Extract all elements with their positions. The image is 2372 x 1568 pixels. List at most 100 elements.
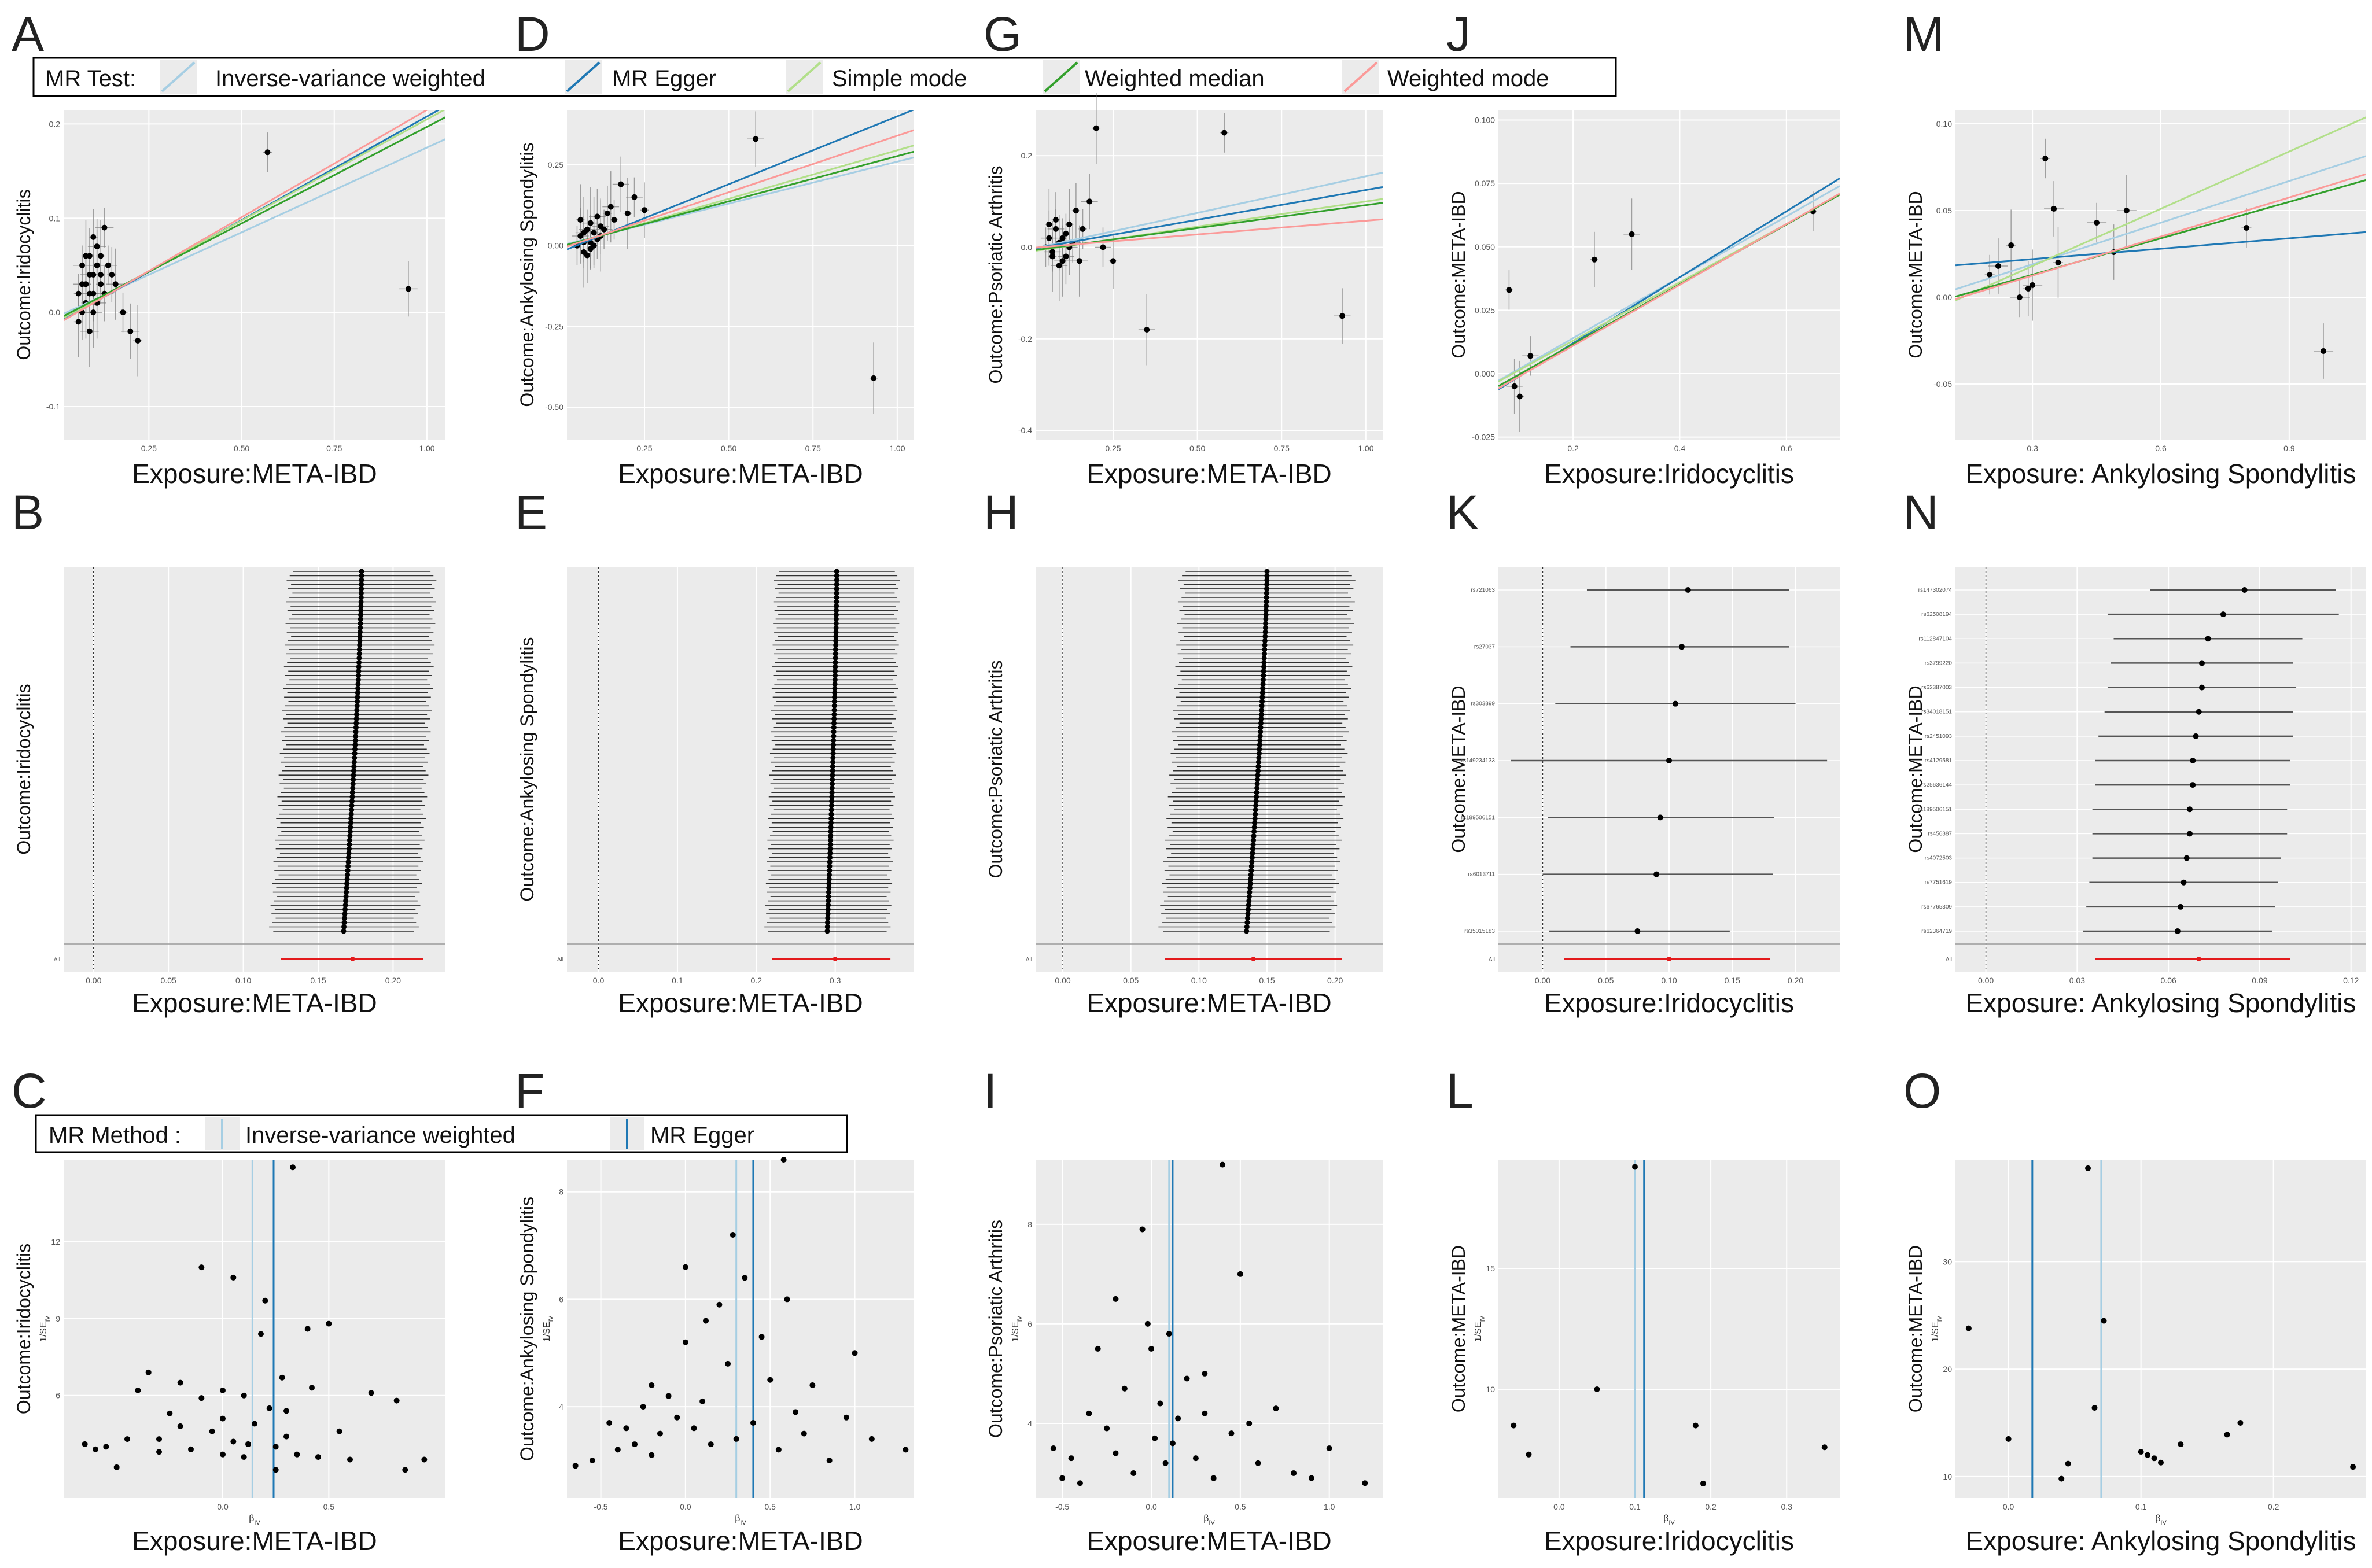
data-point bbox=[703, 1318, 709, 1324]
snp-label: rs7751619 bbox=[1925, 880, 1953, 886]
snp-estimate-point bbox=[1264, 581, 1270, 587]
data-point bbox=[2224, 1432, 2230, 1438]
plot-background bbox=[1955, 1160, 2366, 1498]
snp-estimate-point bbox=[1255, 777, 1261, 783]
snp-estimate-point bbox=[355, 681, 361, 687]
snp-estimate-point bbox=[1264, 573, 1270, 578]
data-point bbox=[156, 1449, 162, 1455]
chart-panel-E: E Exposure:META-IBD Outcome:Ankylosing Spo… bbox=[515, 485, 914, 1018]
legend-label: Weighted mode bbox=[1387, 66, 1549, 91]
snp-label: rs4072503 bbox=[1925, 855, 1953, 862]
data-point bbox=[1632, 1164, 1638, 1170]
snp-estimate-point bbox=[1260, 681, 1266, 687]
data-point bbox=[1068, 1455, 1074, 1462]
x-tick-label: 0.50 bbox=[234, 444, 249, 453]
snp-estimate-point bbox=[344, 881, 350, 887]
legend-line-swatch bbox=[1044, 61, 1078, 93]
snp-estimate-point bbox=[1262, 647, 1268, 652]
data-point bbox=[1080, 226, 1086, 232]
x-tick-label: 0.05 bbox=[1123, 976, 1139, 985]
data-point bbox=[1516, 393, 1523, 400]
snp-estimate-point bbox=[350, 785, 356, 791]
legend-label: Inverse-variance weighted bbox=[245, 1123, 515, 1148]
snp-estimate-point bbox=[358, 612, 363, 618]
x-tick-label: 0.75 bbox=[326, 444, 342, 453]
snp-estimate-point bbox=[1653, 871, 1660, 877]
data-point bbox=[1104, 1425, 1110, 1432]
data-point bbox=[1192, 1455, 1199, 1462]
snp-label: rs25636144 bbox=[1921, 782, 1952, 788]
overall-label: All bbox=[557, 957, 563, 963]
x-axis-label: Exposure:META-IBD bbox=[1086, 1526, 1331, 1556]
data-point bbox=[2350, 1464, 2356, 1470]
x-tick-label: 0.00 bbox=[86, 976, 101, 985]
funnel-x-axis-title: βIV bbox=[249, 1514, 260, 1526]
snp-estimate-point bbox=[1247, 881, 1253, 887]
snp-estimate-point bbox=[1255, 768, 1261, 774]
snp-estimate-point bbox=[828, 833, 834, 839]
snp-estimate-point bbox=[359, 577, 364, 583]
snp-estimate-point bbox=[834, 603, 839, 609]
funnel-y-axis-title: 1/SEIV bbox=[542, 1315, 555, 1342]
snp-estimate-point bbox=[342, 916, 348, 921]
snp-estimate-point bbox=[2186, 831, 2193, 837]
x-tick-label: 0.15 bbox=[1259, 976, 1275, 985]
chart-panel-G: G Exposure:META-IBD Outcome:Psoriatic Arth… bbox=[984, 7, 1383, 489]
data-point bbox=[1202, 1410, 1208, 1416]
y-tick-label: 0.05 bbox=[1936, 206, 1952, 215]
funnel-x-axis-subscript: IV bbox=[1209, 1519, 1215, 1526]
data-point bbox=[167, 1410, 173, 1416]
snp-estimate-point bbox=[830, 768, 835, 774]
snp-estimate-point bbox=[2174, 928, 2181, 934]
mr-test-legend: MR Test: Inverse-variance weighted MR Egg… bbox=[32, 57, 1617, 97]
snp-estimate-point bbox=[348, 816, 354, 821]
y-tick-label: 8 bbox=[559, 1187, 563, 1197]
snp-estimate-point bbox=[830, 746, 836, 752]
data-point bbox=[198, 1395, 205, 1401]
data-point bbox=[2178, 1441, 2184, 1448]
snp-estimate-point bbox=[344, 890, 349, 895]
data-point bbox=[1326, 1445, 1332, 1451]
snp-estimate-point bbox=[1249, 855, 1255, 861]
data-point bbox=[614, 1447, 621, 1453]
x-tick-label: -0.5 bbox=[1055, 1502, 1069, 1511]
data-point bbox=[753, 136, 759, 142]
panel-letter: B bbox=[12, 485, 44, 540]
snp-label: rs2451093 bbox=[1925, 733, 1953, 740]
data-point bbox=[105, 262, 111, 268]
snp-label: rs189506151 bbox=[1461, 814, 1496, 821]
legend-line-swatch bbox=[161, 61, 196, 93]
regression-line-weighted_mode bbox=[1955, 173, 2366, 300]
snp-estimate-point bbox=[1244, 924, 1250, 930]
snp-estimate-point bbox=[834, 590, 839, 596]
y-tick-label: 0.0 bbox=[49, 308, 61, 317]
snp-estimate-point bbox=[1261, 664, 1266, 670]
data-point bbox=[1046, 235, 1052, 241]
snp-estimate-point bbox=[343, 898, 349, 904]
snp-estimate-point bbox=[831, 729, 837, 735]
data-point bbox=[742, 1275, 748, 1281]
snp-estimate-point bbox=[1257, 742, 1262, 748]
x-axis-label: Exposure: Ankylosing Spondylitis bbox=[1965, 459, 2356, 489]
snp-estimate-point bbox=[833, 668, 838, 674]
snp-estimate-point bbox=[2186, 806, 2193, 813]
snp-label: rs147302074 bbox=[1918, 587, 1953, 593]
snp-estimate-point bbox=[349, 798, 355, 804]
snp-estimate-point bbox=[827, 850, 833, 856]
snp-estimate-point bbox=[351, 768, 356, 774]
snp-estimate-point bbox=[1254, 785, 1260, 791]
snp-estimate-point bbox=[356, 647, 362, 652]
snp-estimate-point bbox=[1251, 824, 1257, 830]
panel-letter: O bbox=[1903, 1064, 1941, 1118]
data-point bbox=[1591, 256, 1597, 263]
data-point bbox=[1076, 258, 1082, 264]
data-point bbox=[682, 1339, 688, 1345]
snp-estimate-point bbox=[833, 621, 839, 626]
data-point bbox=[86, 290, 93, 297]
snp-estimate-point bbox=[356, 664, 362, 670]
data-point bbox=[1629, 231, 1635, 237]
data-point bbox=[682, 1264, 688, 1270]
data-point bbox=[90, 309, 97, 316]
x-tick-label: 0.06 bbox=[2161, 976, 2176, 985]
snp-estimate-point bbox=[826, 885, 832, 891]
